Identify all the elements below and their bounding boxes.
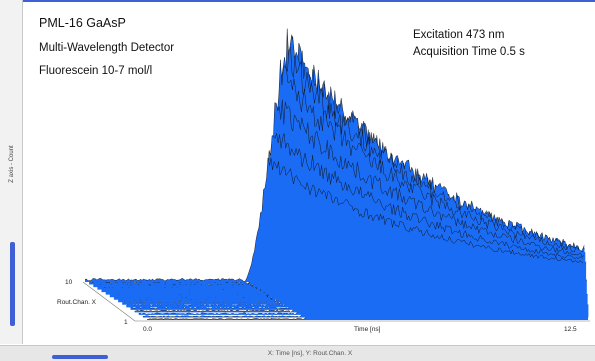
x-axis-label: Time [ns] — [354, 326, 381, 333]
window-top-border — [22, 0, 595, 2]
x-tick-label-0: 0.0 — [143, 326, 153, 333]
channel-1-area — [85, 157, 583, 282]
horizontal-scroll-thumb[interactable] — [52, 355, 108, 359]
channel-1-trace — [84, 157, 584, 283]
excitation-annotation: Excitation 473 nm — [413, 29, 505, 41]
decay-surface-chart — [82, 28, 590, 322]
vertical-scroll-thumb[interactable] — [10, 242, 15, 326]
x-tick-label-12-5: 12.5 — [564, 326, 577, 333]
channel-3-trace — [93, 99, 584, 287]
status-caption: X: Time [ns], Y: Rout.Chan. X — [267, 350, 353, 357]
y-tick-label-1: 1 — [124, 319, 128, 326]
chart-title-line-2: Multi-Wavelength Detector — [39, 42, 175, 54]
chart-title-line-1: PML-16 GaAsP — [39, 16, 126, 30]
y-axis-line — [82, 281, 136, 322]
y-tick-label-10: 10 — [65, 279, 73, 286]
y-axis-label: Rout.Chan. X — [57, 299, 97, 306]
z-axis-panel: Z axis - Count — [0, 0, 23, 344]
chart-title-line-3: Fluorescein 10-7 mol/l — [39, 65, 153, 77]
acquisition-annotation: Acquisition Time 0.5 s — [413, 46, 525, 58]
status-bar — [0, 345, 595, 361]
